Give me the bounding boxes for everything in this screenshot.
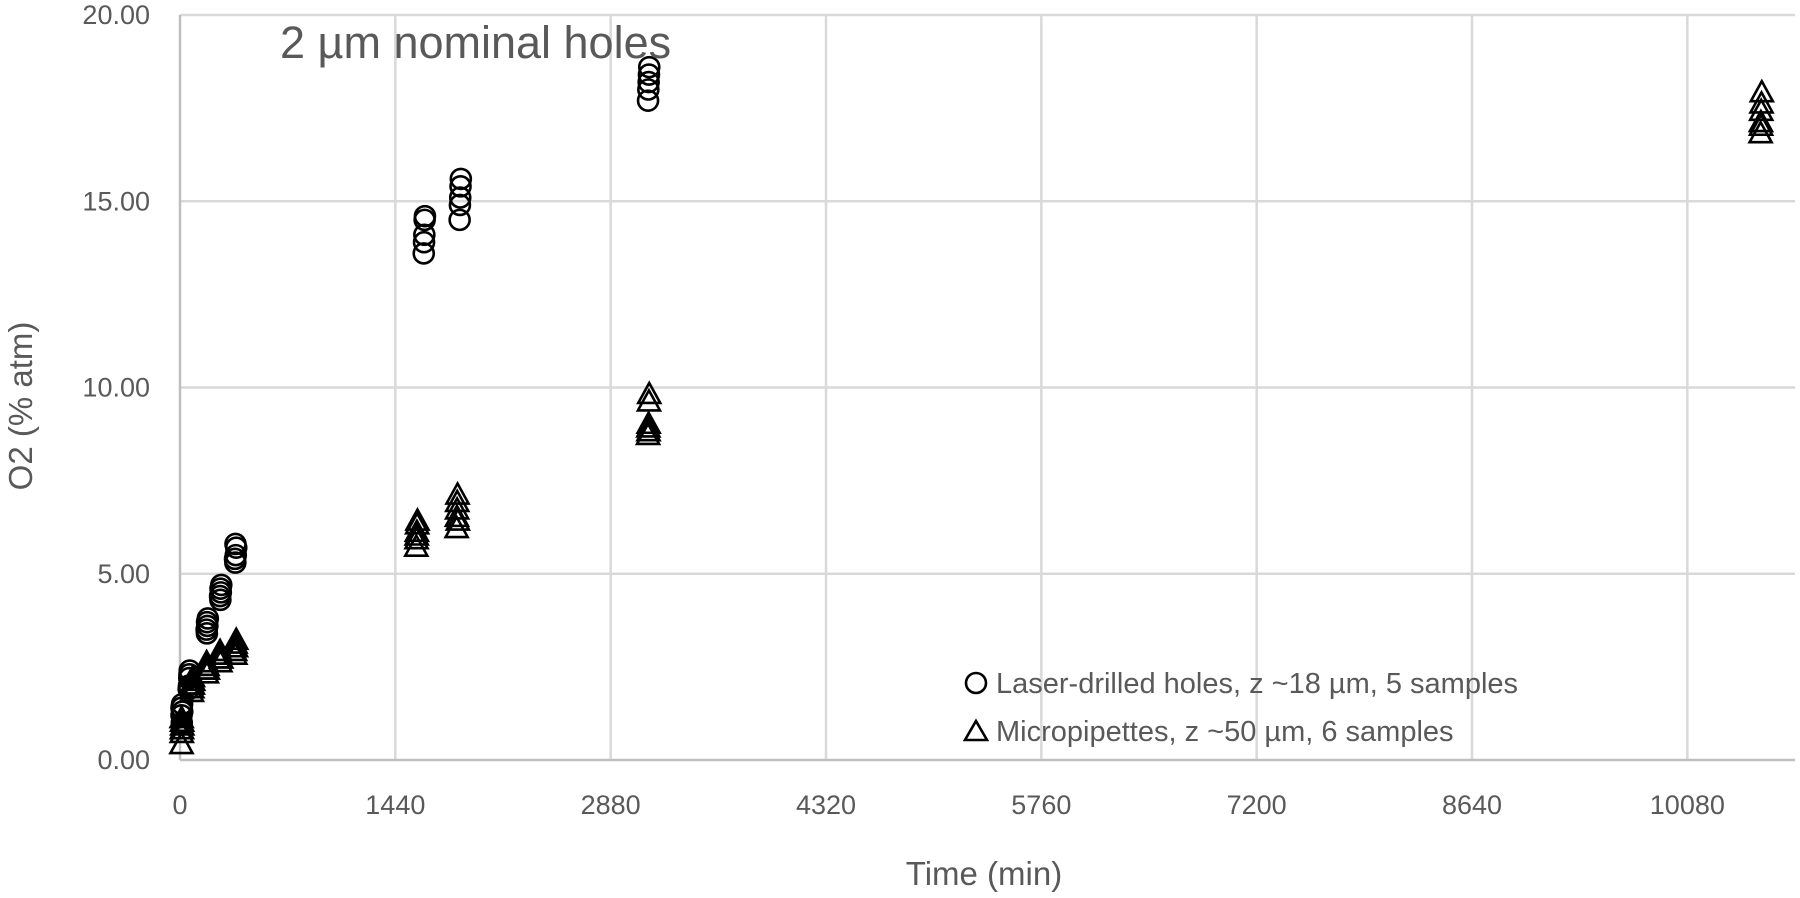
tick-labels: 0.00 5.00 10.00 15.00 20.00 0 1440 2880 4320 5760…	[82, 0, 1724, 820]
triangle-point	[1748, 97, 1775, 122]
triangle-point	[168, 715, 196, 740]
x-tick-label: 7200	[1227, 790, 1287, 820]
triangle-point	[1748, 78, 1776, 103]
x-tick-label: 10080	[1650, 790, 1725, 820]
circle-point	[448, 193, 472, 217]
circle-point	[637, 55, 661, 79]
axes	[178, 15, 1795, 762]
y-tick-label: 15.00	[82, 186, 150, 216]
circle-point	[637, 78, 660, 101]
circle-point	[412, 242, 436, 265]
x-tick-label: 2880	[581, 790, 641, 820]
triangle-point	[1747, 112, 1775, 137]
triangle-point	[635, 413, 662, 438]
circle-point	[195, 610, 219, 634]
circle-point	[412, 230, 436, 254]
data-points	[168, 55, 1776, 755]
legend-label-micropipette: Micropipettes, z ~50 µm, 6 samples	[996, 716, 1454, 748]
triangle-point	[403, 521, 430, 546]
circle-point	[208, 584, 232, 608]
triangle-point	[443, 495, 471, 520]
legend-label-laser: Laser-drilled holes, z ~18 µm, 5 samples	[996, 668, 1518, 700]
triangle-point	[444, 480, 471, 505]
y-tick-label: 10.00	[82, 373, 150, 403]
x-tick-label: 0	[172, 790, 187, 820]
circle-point	[637, 63, 661, 86]
y-tick-label: 5.00	[97, 559, 150, 589]
series-0	[170, 55, 661, 735]
triangle-point	[635, 410, 662, 435]
triangle-point	[635, 387, 663, 412]
triangle-point	[222, 629, 249, 654]
circle-point	[195, 618, 218, 641]
x-axis-title: Time (min)	[906, 855, 1062, 892]
circle-point	[449, 175, 472, 198]
x-tick-label: 5760	[1011, 790, 1071, 820]
y-tick-label: 20.00	[82, 0, 150, 30]
x-tick-label: 1440	[365, 790, 425, 820]
legend-item-laser: Laser-drilled holes, z ~18 µm, 5 samples	[964, 668, 1518, 700]
triangle-point	[635, 417, 662, 442]
y-tick-label: 0.00	[97, 745, 150, 775]
circle-point	[223, 547, 247, 571]
triangle-point	[403, 525, 430, 550]
triangle-point	[169, 711, 196, 736]
legend: Laser-drilled holes, z ~18 µm, 5 samples…	[962, 668, 1518, 748]
triangle-point	[403, 510, 431, 535]
triangle-point	[168, 704, 195, 729]
legend-triangle-marker	[962, 718, 990, 742]
triangle-point	[222, 633, 250, 658]
circle-point	[637, 70, 660, 94]
y-axis-title: O2 (% atm)	[2, 322, 39, 491]
triangle-point	[404, 506, 431, 531]
x-tick-label: 4320	[796, 790, 856, 820]
legend-circle-marker	[964, 671, 988, 695]
circle-point	[209, 577, 232, 600]
legend-item-micropipette: Micropipettes, z ~50 µm, 6 samples	[962, 716, 1454, 748]
x-tick-label: 8640	[1442, 790, 1502, 820]
circle-point	[448, 186, 472, 209]
circle-point	[224, 532, 247, 556]
circle-point	[636, 89, 660, 112]
chart-title: 2 µm nominal holes	[280, 17, 671, 68]
circle-point	[413, 204, 437, 228]
gridlines	[180, 13, 1795, 760]
triangle-point	[636, 380, 663, 405]
series-1	[168, 78, 1776, 755]
circle-point	[413, 223, 436, 247]
circle-point	[448, 208, 471, 232]
triangle-point	[168, 708, 196, 733]
circle-point	[449, 167, 473, 191]
